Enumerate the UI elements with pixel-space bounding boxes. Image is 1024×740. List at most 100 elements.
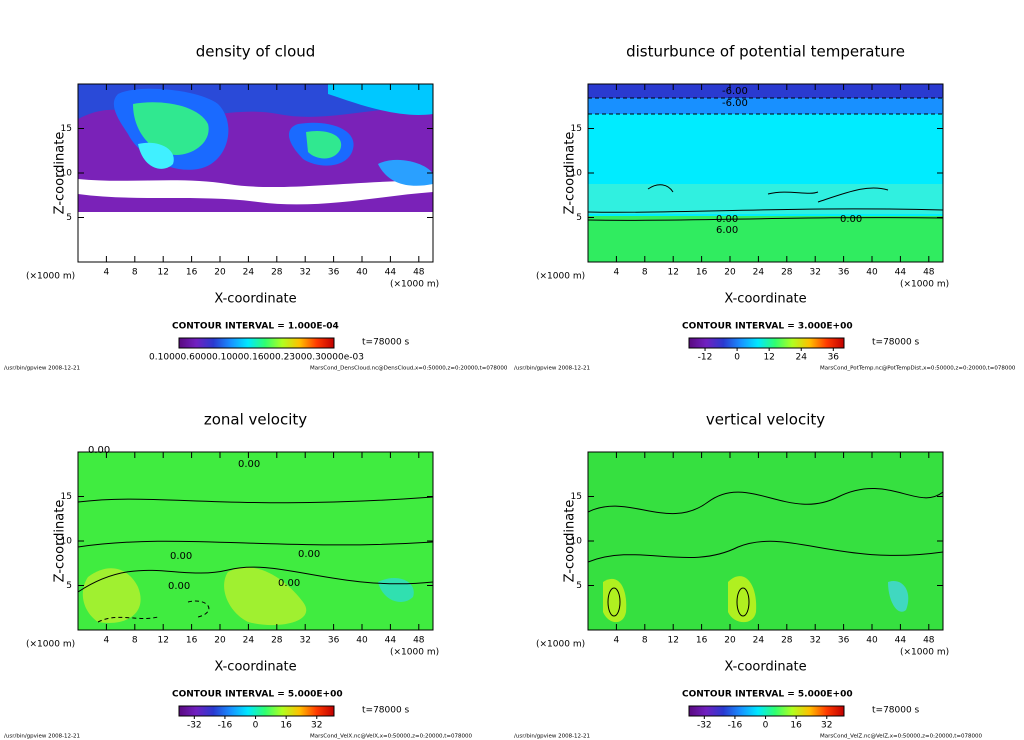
y-tick-label: 10 xyxy=(571,169,583,179)
x-tick-label: 28 xyxy=(271,268,283,278)
x-tick-label: 32 xyxy=(299,268,310,278)
x-tick-label: 24 xyxy=(753,636,765,646)
contour-label: 0.00 xyxy=(840,214,862,225)
panel-title: zonal velocity xyxy=(204,411,307,429)
x-tick-label: 32 xyxy=(809,268,820,278)
x-tick-label: 28 xyxy=(781,636,793,646)
contour-label: 0.00 xyxy=(716,214,738,225)
contour-label: -6.00 xyxy=(722,86,748,97)
x-tick-label: 20 xyxy=(724,268,736,278)
colorbar xyxy=(178,337,335,349)
x-unit: (×1000 m) xyxy=(536,272,585,282)
x-axis-label: X-coordinate xyxy=(724,660,806,675)
colorbar-tick-label: 32 xyxy=(311,721,322,731)
x-tick-label: 4 xyxy=(614,636,620,646)
x-tick-label: 24 xyxy=(243,636,255,646)
y-axis-label: Z-coordinate xyxy=(563,500,578,583)
footer-left: /usr/bin/gpview 2008-12-21 xyxy=(4,734,80,740)
field xyxy=(78,84,433,212)
y-axis-label: Z-coordinate xyxy=(53,500,68,583)
colorbar-tick-label: -32 xyxy=(697,721,712,731)
x-tick-label: 40 xyxy=(356,268,368,278)
y-tick-label: 15 xyxy=(61,492,72,502)
x-tick-label: 12 xyxy=(157,636,168,646)
x-tick-label: 4 xyxy=(104,636,110,646)
colorbar-tick-label: 0 xyxy=(763,721,769,731)
field xyxy=(588,84,943,262)
time-label: t=78000 s xyxy=(362,338,410,348)
x-tick-label: 48 xyxy=(413,268,425,278)
contour-label: 6.00 xyxy=(716,225,738,236)
x-tick-label: 20 xyxy=(214,268,226,278)
colorbar-tick-label: -12 xyxy=(698,353,713,363)
x-tick-label: 40 xyxy=(866,268,878,278)
contour-interval: CONTOUR INTERVAL = 5.000E+00 xyxy=(172,690,343,700)
x-tick-label: 48 xyxy=(923,268,935,278)
x-tick-label: 44 xyxy=(385,636,397,646)
x-tick-label: 16 xyxy=(696,636,708,646)
x-tick-label: 4 xyxy=(104,268,110,278)
x-tick-label: 44 xyxy=(385,268,397,278)
contour-label: 0.00 xyxy=(170,551,192,562)
y-tick-label: 10 xyxy=(571,537,583,547)
time-label: t=78000 s xyxy=(362,706,410,716)
x-tick-label: 24 xyxy=(243,268,255,278)
y-tick-label: 15 xyxy=(571,124,582,134)
contour-label: -6.00 xyxy=(722,98,748,109)
x-axis-label: X-coordinate xyxy=(724,292,806,307)
x-tick-label: 16 xyxy=(696,268,708,278)
colorbar-tick-label: 0 xyxy=(734,353,740,363)
y-tick-label: 15 xyxy=(61,124,72,134)
footer-left: /usr/bin/gpview 2008-12-21 xyxy=(4,366,80,372)
x-unit: (×1000 m) xyxy=(26,272,75,282)
colorbar-tick-label: -16 xyxy=(728,721,743,731)
x-tick-label: 8 xyxy=(642,636,648,646)
footer-right: MarsCond_DensCloud.nc@DensCloud,x=0:5000… xyxy=(310,366,508,372)
footer-right: MarsCond_VelZ.nc@VelZ,x=0:50000,z=0:2000… xyxy=(820,734,983,740)
x-tick-label: 8 xyxy=(642,268,648,278)
x-unit: (×1000 m) xyxy=(536,640,585,650)
x-tick-label: 28 xyxy=(781,268,793,278)
footer-left: /usr/bin/gpview 2008-12-21 xyxy=(514,366,590,372)
x-tick-label: 48 xyxy=(413,636,425,646)
panel-title: density of cloud xyxy=(196,43,316,61)
x-axis-label: X-coordinate xyxy=(214,660,296,675)
y-tick-label: 10 xyxy=(61,169,73,179)
x-tick-label: 36 xyxy=(328,636,340,646)
x-tick-label: 8 xyxy=(132,636,138,646)
contour-label: 0.00 xyxy=(278,578,300,589)
colorbar-tick-label: 0.10000.60000.10000.16000.23000.30000e-0… xyxy=(149,353,364,363)
colorbar-tick-label: -32 xyxy=(187,721,202,731)
colorbar xyxy=(688,337,845,349)
x-tick-label: 12 xyxy=(157,268,168,278)
colorbar xyxy=(688,705,845,717)
x-tick-label: 20 xyxy=(724,636,736,646)
contour-label: 0.00 xyxy=(238,459,260,470)
x-unit: (×1000 m) xyxy=(26,640,75,650)
colorbar-tick-label: 16 xyxy=(790,721,802,731)
panel-title: vertical velocity xyxy=(706,411,825,429)
x-tick-label: 24 xyxy=(753,268,765,278)
x-tick-label: 36 xyxy=(838,268,850,278)
panel-title: disturbunce of potential temperature xyxy=(626,43,905,61)
x-tick-label: 16 xyxy=(186,636,198,646)
contour-interval: CONTOUR INTERVAL = 5.000E+00 xyxy=(682,690,853,700)
colorbar xyxy=(178,705,335,717)
y-tick-label: 5 xyxy=(66,213,72,223)
x-tick-label: 4 xyxy=(614,268,620,278)
y-tick-label: 15 xyxy=(571,492,582,502)
x-tick-label: 40 xyxy=(356,636,368,646)
x-tick-label: 12 xyxy=(667,636,678,646)
x-tick-label: 8 xyxy=(132,268,138,278)
contour-label: 0.00 xyxy=(88,445,110,456)
contour-interval: CONTOUR INTERVAL = 1.000E-04 xyxy=(172,322,339,332)
x-tick-label: 12 xyxy=(667,268,678,278)
colorbar-tick-label: 24 xyxy=(796,353,808,363)
contour-label: 0.00 xyxy=(168,581,190,592)
x-unit: (×1000 m) xyxy=(390,280,439,290)
y-axis-label: Z-coordinate xyxy=(53,132,68,215)
colorbar-tick-label: 12 xyxy=(763,353,774,363)
x-tick-label: 20 xyxy=(214,636,226,646)
